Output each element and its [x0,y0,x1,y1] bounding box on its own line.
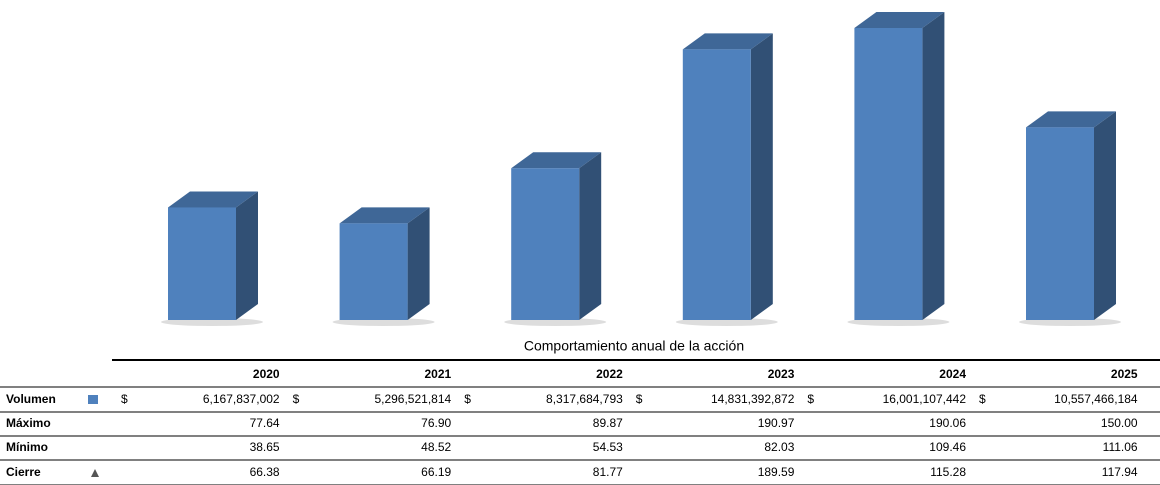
bar-side [407,207,430,320]
currency: $ [979,392,986,406]
bar-side [922,12,945,320]
cell-value: 190.06 [929,416,966,430]
bar-side [579,152,602,320]
bar-side [750,33,773,320]
cell-value: 14,831,392,872 [711,392,795,406]
row-label: Mínimo [6,440,48,454]
bar-top [682,33,773,50]
chart-title: Comportamiento anual de la acción [524,338,744,354]
bar [511,168,580,320]
bar-top [854,12,945,28]
bar-top [1026,111,1116,128]
cell-value: 111.06 [1103,440,1138,454]
cell-value: 89.87 [593,416,623,430]
bar [854,28,923,320]
cell-value: 10,557,466,184 [1054,392,1138,406]
cell-value: 8,317,684,793 [546,392,623,406]
row-label: Cierre [6,465,41,479]
cell-value: 189.59 [758,465,795,479]
cell-value: 48.52 [421,440,451,454]
currency: $ [636,392,643,406]
cell-value: 190.97 [758,416,795,430]
bar [682,49,751,320]
year-header: 2025 [1111,367,1138,381]
bar-top [511,152,602,169]
currency: $ [293,392,300,406]
cell-value: 82.03 [764,440,794,454]
bar-top [168,191,258,208]
cell-value: 5,296,521,814 [374,392,451,406]
row-label: Máximo [6,416,51,430]
currency: $ [807,392,814,406]
currency: $ [464,392,471,406]
year-header: 2021 [424,367,451,381]
cell-value: 66.19 [421,465,451,479]
cell-value: 16,001,107,442 [883,392,967,406]
bar [1026,127,1094,321]
bar [168,207,236,320]
year-header: 2023 [768,367,795,381]
currency: $ [121,392,128,406]
legend-key [88,395,98,404]
cell-value: 6,167,837,002 [203,392,280,406]
row-label: Volumen [6,392,56,406]
bar-side [1094,111,1116,321]
cell-value: 54.53 [593,440,623,454]
bar-side [236,191,258,320]
cell-value: 81.77 [593,465,623,479]
cell-value: 66.38 [250,465,280,479]
cell-value: 38.65 [250,440,280,454]
legend-key [91,469,99,477]
cell-value: 117.94 [1102,465,1138,479]
cell-value: 76.90 [421,416,451,430]
year-header: 2020 [253,367,280,381]
cell-value: 109.46 [929,440,966,454]
year-header: 2022 [596,367,623,381]
year-header: 2024 [939,367,966,381]
cell-value: 115.28 [930,465,966,479]
bar [339,223,408,320]
cell-value: 150.00 [1101,416,1138,430]
bar-top [339,207,430,224]
cell-value: 77.64 [250,416,280,430]
